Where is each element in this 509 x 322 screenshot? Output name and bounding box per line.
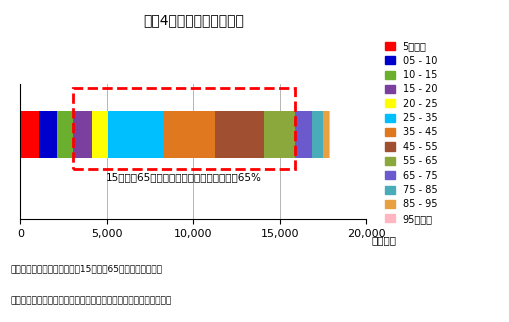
Bar [92, 111, 108, 158]
Text: 15歳以上65歳未満の生産年齢人口は全体だ65%: 15歳以上65歳未満の生産年齢人口は全体だ65% [106, 172, 262, 182]
Legend: 5歳以下, 05 - 10, 10 - 15, 15 - 20, 20 - 25, 25 - 35, 35 - 45, 45 - 55, 55 - 65, 65: 5歳以下, 05 - 10, 10 - 15, 15 - 20, 20 - 25… [385, 41, 437, 224]
Bar [329, 111, 330, 158]
Bar [108, 111, 163, 158]
Bar [73, 88, 295, 169]
Bar [73, 111, 92, 158]
Bar [323, 111, 329, 158]
Bar [295, 111, 312, 158]
Bar [20, 111, 39, 158]
Text: （注：ドイツ連邦統計局では15歳以上65歳以下との区分）: （注：ドイツ連邦統計局では15歳以上65歳以下との区分） [10, 264, 162, 273]
Text: （出所：ドイツ連邦統計局より住友商事グローバルリサーチ作成）: （出所：ドイツ連邦統計局より住友商事グローバルリサーチ作成） [10, 296, 172, 305]
Bar [215, 111, 264, 158]
Bar [163, 111, 215, 158]
Bar [56, 111, 73, 158]
Text: （千人）: （千人） [372, 235, 397, 245]
Text: 図表4　移民の年齢別構成: 図表4 移民の年齢別構成 [143, 13, 244, 27]
Bar [312, 111, 323, 158]
Bar [39, 111, 56, 158]
Bar [264, 111, 295, 158]
